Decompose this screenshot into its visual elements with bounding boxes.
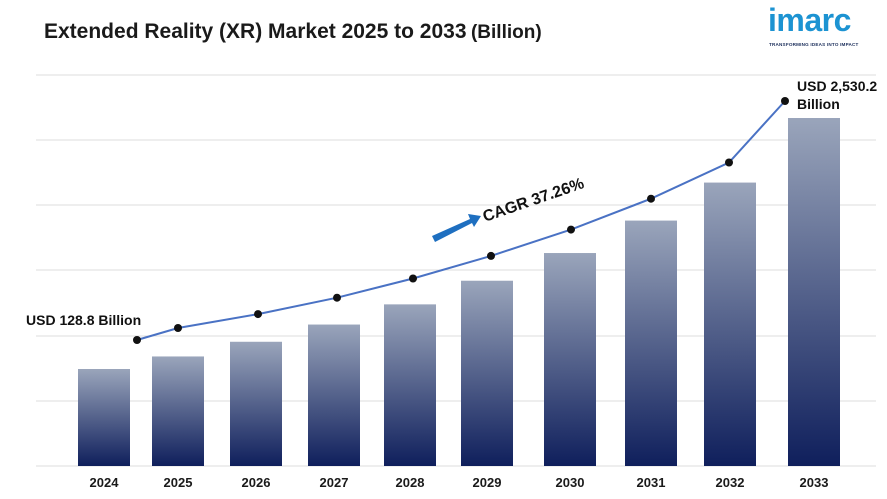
- x-tick-2033: 2033: [800, 475, 829, 490]
- bar-2030: [544, 253, 596, 466]
- trend-line-group: [133, 97, 789, 344]
- x-tick-2030: 2030: [556, 475, 585, 490]
- chart-title-unit: (Billion): [470, 22, 542, 43]
- bar-2024: [78, 369, 130, 466]
- trend-point-2031: [647, 194, 655, 203]
- trend-point-2033: [781, 97, 789, 105]
- end-value-label-line2: Billion: [797, 96, 840, 112]
- start-value-label: USD 128.8 Billion: [26, 312, 141, 328]
- bars: [78, 118, 840, 467]
- x-tick-2027: 2027: [320, 475, 349, 490]
- x-tick-2028: 2028: [396, 475, 425, 490]
- logo-wordmark: imarc: [768, 2, 851, 38]
- x-tick-2029: 2029: [473, 475, 502, 490]
- trend-point-2032: [725, 158, 733, 167]
- x-tick-2032: 2032: [716, 475, 745, 490]
- x-axis-ticks: 2024 2025 2026 2027 2028 2029 2030 2031 2032 2033: [90, 475, 829, 490]
- bar-2027: [308, 324, 360, 466]
- x-tick-2025: 2025: [164, 475, 193, 490]
- bar-2025: [152, 356, 204, 466]
- x-tick-2026: 2026: [242, 475, 271, 490]
- cagr-arrow-icon: [432, 214, 481, 242]
- trend-point-2027: [333, 293, 341, 302]
- bar-2028: [384, 304, 436, 466]
- logo-tagline: TRANSFORMING IDEAS INTO IMPACT: [769, 42, 859, 47]
- trend-point-2025: [174, 324, 182, 332]
- bar-2026: [230, 341, 282, 466]
- trend-line: [136, 100, 786, 341]
- bar-2032: [704, 182, 756, 467]
- chart-title: Extended Reality (XR) Market 2025 to 203…: [44, 20, 542, 44]
- trend-point-2030: [567, 225, 575, 234]
- chart-title-main: Extended Reality (XR) Market 2025 to 203…: [44, 20, 467, 43]
- trend-point-2024: [133, 336, 141, 344]
- bar-2031: [625, 220, 677, 466]
- bar-2029: [461, 280, 513, 466]
- cagr-label: CAGR 37.26%: [481, 175, 587, 226]
- cagr-arrow-group: [432, 214, 481, 242]
- bar-2033: [788, 118, 840, 466]
- trend-point-2029: [487, 251, 495, 260]
- trend-point-2028: [409, 274, 417, 283]
- trend-point-2026: [254, 310, 262, 319]
- imarc-logo: imarc TRANSFORMING IDEAS INTO IMPACT: [768, 2, 868, 52]
- x-tick-2031: 2031: [637, 475, 666, 490]
- end-value-label-line1: USD 2,530.2: [797, 78, 877, 94]
- x-tick-2024: 2024: [90, 475, 120, 490]
